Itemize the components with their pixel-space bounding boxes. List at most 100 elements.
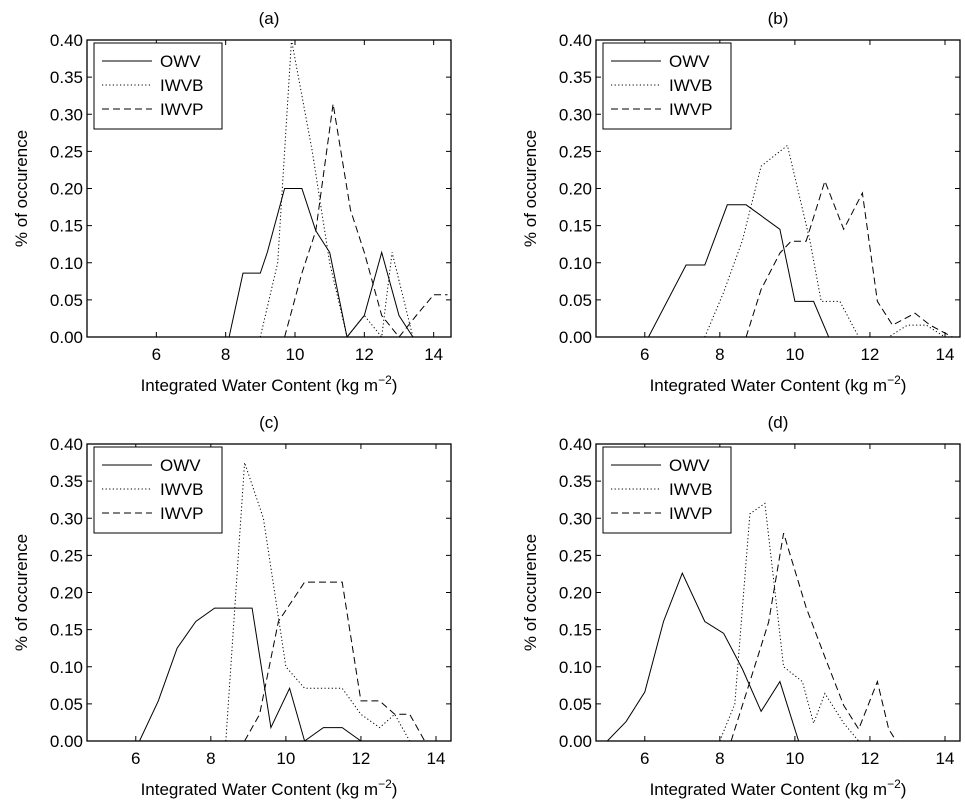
series-group bbox=[228, 40, 448, 337]
legend: OWV IWVB IWVP bbox=[602, 42, 732, 130]
x-tick-label: 10 bbox=[286, 345, 305, 364]
legend-label-iwvb: IWVB bbox=[669, 76, 712, 95]
y-tick-label: 0.20 bbox=[50, 584, 83, 603]
y-tick-label: 0.30 bbox=[50, 509, 83, 528]
y-tick-label: 0.35 bbox=[50, 68, 83, 87]
panel-title: (d) bbox=[768, 413, 789, 432]
y-tick-label: 0.10 bbox=[559, 254, 592, 273]
x-tick-label: 10 bbox=[785, 749, 804, 768]
panel-title: (b) bbox=[768, 9, 789, 28]
series-iwvp-line bbox=[244, 581, 426, 741]
x-axis-label-main: Integrated Water Content (kg m bbox=[650, 376, 887, 395]
series-iwvp-line bbox=[745, 179, 953, 337]
series-group bbox=[648, 144, 953, 337]
y-tick-label: 0.05 bbox=[559, 291, 592, 310]
y-tick-label: 0.05 bbox=[50, 291, 83, 310]
y-tick-label: 0.15 bbox=[50, 621, 83, 640]
series-iwvb-line bbox=[225, 462, 411, 741]
x-tick-label: 10 bbox=[785, 345, 804, 364]
legend-label-iwvb: IWVB bbox=[160, 480, 203, 499]
y-tick-label: 0.00 bbox=[559, 328, 592, 347]
y-tick-label: 0.40 bbox=[559, 31, 592, 50]
series-group bbox=[139, 462, 426, 741]
x-axis-label-close: ) bbox=[392, 780, 398, 799]
y-tick-label: 0.25 bbox=[559, 142, 592, 161]
series-owv-line bbox=[228, 188, 414, 337]
y-tick-label: 0.30 bbox=[559, 105, 592, 124]
x-tick-label: 12 bbox=[860, 345, 879, 364]
y-tick-label: 0.15 bbox=[559, 217, 592, 236]
x-axis-label-main: Integrated Water Content (kg m bbox=[141, 780, 378, 799]
legend-label-iwvb: IWVB bbox=[669, 480, 712, 499]
x-axis-label-sup: −2 bbox=[887, 777, 901, 791]
panel-b: (b) 6 8 10 12 14 0.00 0.05 0.10 0.15 0.20 0.25 0.30 0… bbox=[521, 9, 961, 395]
y-tick-label: 0.15 bbox=[50, 217, 83, 236]
legend-label-owv: OWV bbox=[160, 52, 201, 71]
panel-d: (d) 6 8 10 12 14 0.00 0.05 0.10 0.15 0.20 0.25 0.30 0… bbox=[521, 413, 961, 799]
y-tick-label: 0.05 bbox=[559, 695, 592, 714]
legend-box bbox=[602, 42, 732, 130]
legend-label-owv: OWV bbox=[669, 52, 710, 71]
y-tick-label: 0.10 bbox=[50, 254, 83, 273]
x-tick-label: 14 bbox=[936, 345, 955, 364]
x-tick-label: 6 bbox=[131, 749, 140, 768]
x-axis-label-close: ) bbox=[901, 780, 907, 799]
legend: OWV IWVB IWVP bbox=[93, 446, 223, 534]
series-owv-line bbox=[648, 204, 830, 337]
series-iwvb-line bbox=[259, 40, 427, 337]
y-tick-label: 0.20 bbox=[559, 584, 592, 603]
panel-title: (a) bbox=[259, 9, 280, 28]
x-axis-label-close: ) bbox=[901, 376, 907, 395]
legend: OWV IWVB IWVP bbox=[602, 446, 732, 534]
y-tick-label: 0.40 bbox=[50, 435, 83, 454]
x-tick-label: 6 bbox=[152, 345, 161, 364]
x-axis-label-close: ) bbox=[392, 376, 398, 395]
legend-label-iwvb: IWVB bbox=[160, 76, 203, 95]
series-owv-line bbox=[139, 607, 362, 741]
y-tick-label: 0.35 bbox=[559, 68, 592, 87]
y-axis-label: % of occurence bbox=[521, 130, 540, 247]
y-tick-label: 0.35 bbox=[559, 472, 592, 491]
y-tick-label: 0.40 bbox=[559, 435, 592, 454]
legend-label-iwvp: IWVP bbox=[160, 504, 203, 523]
x-tick-label: 12 bbox=[860, 749, 879, 768]
y-tick-label: 0.20 bbox=[559, 180, 592, 199]
y-tick-label: 0.30 bbox=[559, 509, 592, 528]
y-tick-label: 0.25 bbox=[559, 546, 592, 565]
legend: OWV IWVB IWVP bbox=[93, 42, 223, 130]
x-axis-label: Integrated Water Content (kg m−2) bbox=[650, 373, 907, 395]
y-tick-label: 0.20 bbox=[50, 180, 83, 199]
x-axis-label: Integrated Water Content (kg m−2) bbox=[141, 777, 398, 799]
x-tick-label: 6 bbox=[640, 749, 649, 768]
x-tick-label: 14 bbox=[424, 345, 443, 364]
x-tick-label: 8 bbox=[715, 345, 724, 364]
legend-box bbox=[602, 446, 732, 534]
legend-label-iwvp: IWVP bbox=[160, 100, 203, 119]
x-axis-label: Integrated Water Content (kg m−2) bbox=[141, 373, 398, 395]
y-tick-label: 0.10 bbox=[559, 658, 592, 677]
y-tick-label: 0.10 bbox=[50, 658, 83, 677]
x-axis-label-main: Integrated Water Content (kg m bbox=[141, 376, 378, 395]
legend-label-iwvp: IWVP bbox=[669, 100, 712, 119]
y-tick-label: 0.35 bbox=[50, 472, 83, 491]
x-axis-label-sup: −2 bbox=[378, 373, 392, 387]
y-tick-label: 0.40 bbox=[50, 31, 83, 50]
series-iwvp-line bbox=[730, 532, 897, 741]
x-tick-label: 14 bbox=[936, 749, 955, 768]
panel-c: (c) 6 8 10 12 14 0.00 0.05 0.10 0.15 0.20 0.25 0.30 0… bbox=[12, 413, 452, 799]
y-axis-label: % of occurence bbox=[12, 130, 31, 247]
series-iwvb-line bbox=[719, 502, 860, 741]
y-tick-label: 0.00 bbox=[559, 732, 592, 751]
series-iwvp-line bbox=[284, 103, 448, 337]
x-tick-label: 8 bbox=[221, 345, 230, 364]
x-tick-label: 14 bbox=[427, 749, 446, 768]
y-tick-label: 0.30 bbox=[50, 105, 83, 124]
y-tick-label: 0.25 bbox=[50, 142, 83, 161]
y-tick-label: 0.05 bbox=[50, 695, 83, 714]
y-axis-label: % of occurence bbox=[521, 534, 540, 651]
y-tick-label: 0.15 bbox=[559, 621, 592, 640]
series-group bbox=[606, 502, 897, 741]
x-tick-label: 12 bbox=[355, 345, 374, 364]
y-tick-label: 0.00 bbox=[50, 328, 83, 347]
x-axis-label: Integrated Water Content (kg m−2) bbox=[650, 777, 907, 799]
